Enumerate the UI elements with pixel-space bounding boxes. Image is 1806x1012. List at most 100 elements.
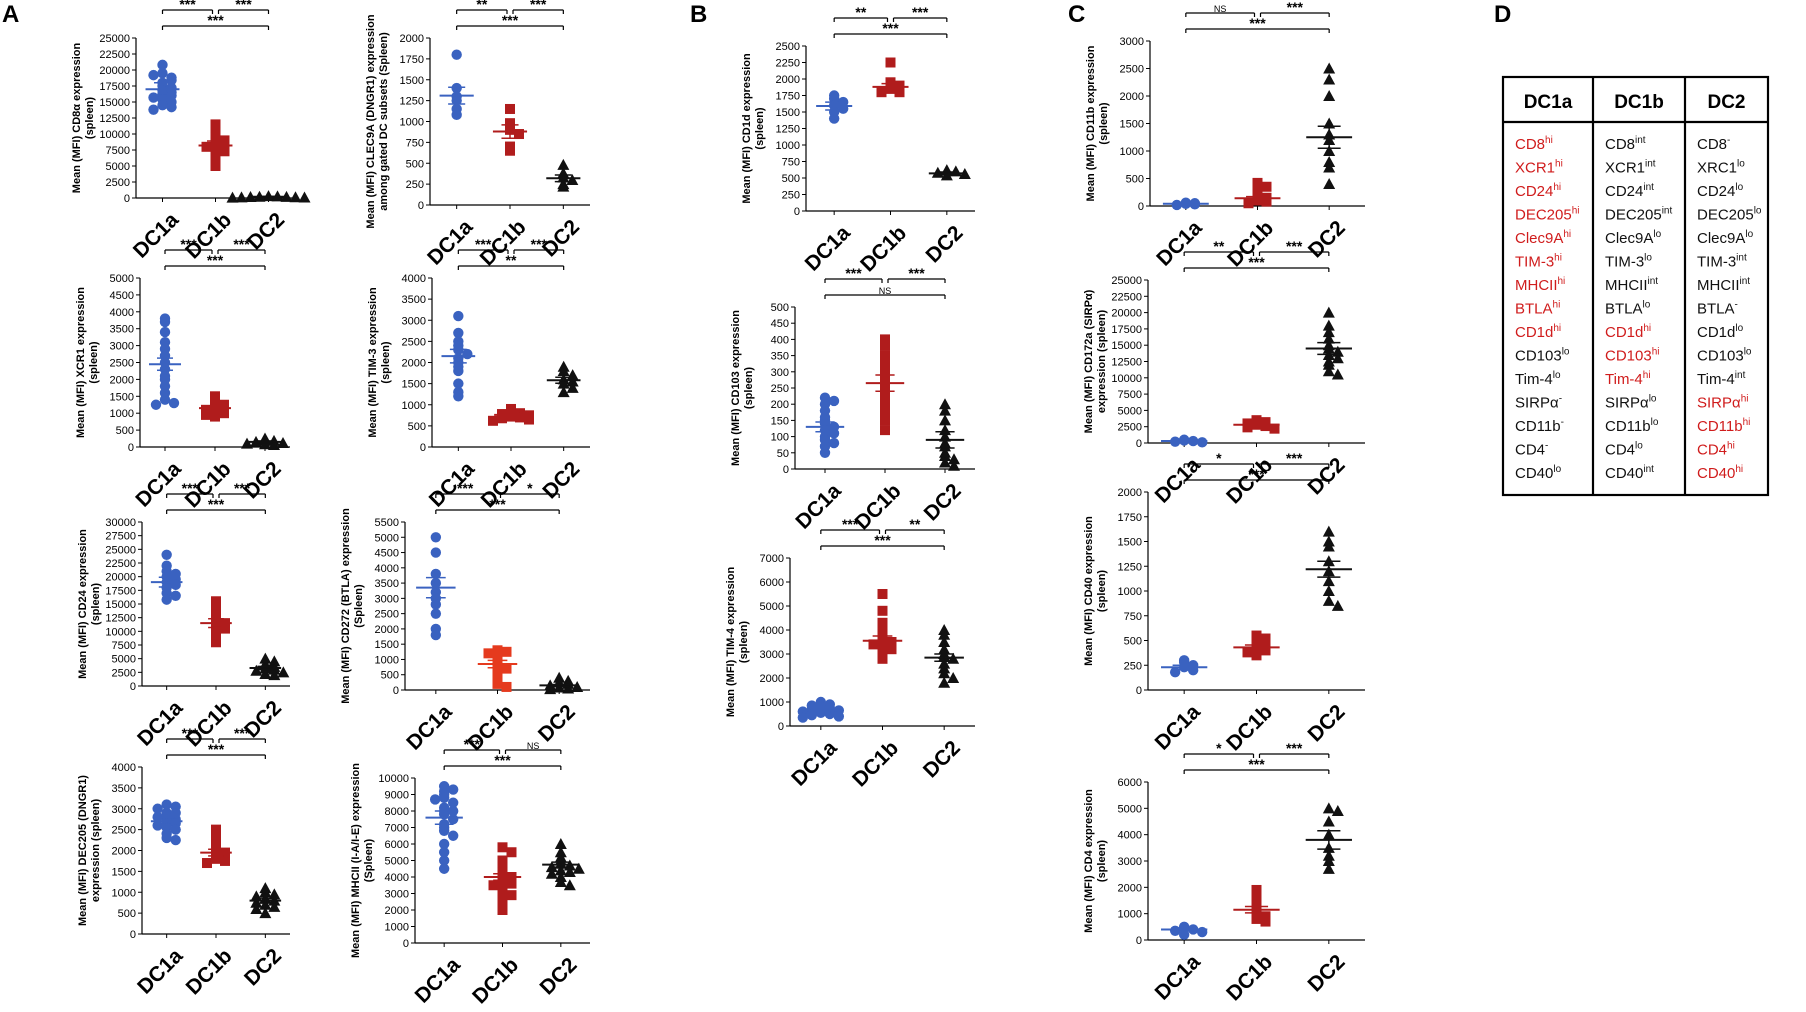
y-tick-label: 250 [771,383,789,395]
significance-label: *** [494,752,511,768]
table-cell: MHCIIint [1697,276,1750,294]
chart-c2: 0 2500 5000 7500 10000 12500 15000 17500 20000 22… [1083,238,1365,508]
y-axis-label-line: Mean (MFI) CD8α expression [71,43,83,194]
y-tick-label: 6000 [385,839,409,851]
data-point-dc2 [1322,525,1335,537]
y-axis-label-line: Mean (MFI) XCR1 expression [75,287,87,438]
data-point-dc1a [159,394,171,405]
data-point-dc2 [1322,802,1335,814]
data-point-dc2 [554,864,567,876]
y-tick-label: 6000 [1118,777,1142,789]
y-tick-label: 6000 [760,577,784,589]
y-tick-label: 3500 [402,294,426,306]
y-axis-label: Mean (MFI) CD40 expression(spleen) [1083,516,1108,666]
marker-name: Tim-4 [1605,371,1643,388]
y-axis-label-line: (Spleen) [353,584,365,628]
y-tick-label: 5000 [1118,803,1142,815]
significance-label: *** [182,725,199,741]
data-point-dc2 [1322,319,1335,331]
significance-label: *** [182,480,199,496]
expression-level: lo [1745,229,1753,240]
y-tick-label: 0 [1136,935,1142,947]
data-point-dc1b [886,644,897,655]
marker-name: DEC205 [1697,207,1754,224]
expression-level: - [1545,441,1548,452]
data-point-dc1a [453,365,464,377]
x-category-label: DC1a [1151,950,1205,1004]
y-tick-label: 3000 [402,315,426,327]
y-axis-label-line: (spleen) [88,341,100,384]
y-axis-label-line: (spleen) [743,367,755,410]
significance-label: ** [1213,238,1224,254]
y-axis-label-line: (spleen) [754,107,766,150]
data-point-dc2 [277,666,290,678]
y-tick-label: 12500 [1111,357,1142,369]
y-tick-label: 1500 [110,391,134,403]
significance-label: ** [909,516,920,532]
expression-level: hi [1553,323,1561,334]
y-tick-label: 7500 [106,145,130,157]
y-tick-label: 3000 [112,804,136,816]
x-category-label: DC1a [133,696,187,750]
marker-name: CD103 [1605,348,1652,365]
expression-level: - [1561,417,1564,428]
data-point-dc1b [877,617,888,628]
y-tick-label: 5000 [110,273,134,285]
data-point-dc1a [453,310,464,322]
x-category-label: DC1a [411,953,465,1007]
y-tick-label: 1000 [1118,909,1142,921]
data-point-dc1b [1251,884,1262,895]
data-point-dc1b [506,890,517,901]
data-point-dc1b [877,653,888,664]
y-axis-label: Mean (MFI) TIM-3 expression(spleen) [367,287,392,438]
y-axis-label: Mean (MFI) CD172a (SIRPα)expression (spl… [1083,289,1108,433]
y-tick-label: 500 [381,670,399,682]
y-tick-label: 3000 [375,593,399,605]
y-tick-label: 1000 [402,400,426,412]
chart-a8: 0 1000 2000 3000 4000 5000 6000 7000 8000 9000 100… [350,736,590,1008]
data-point-dc2 [939,404,951,416]
data-point-dc1b [1251,913,1262,924]
significance-label: *** [208,496,225,512]
y-tick-label: 5000 [1118,405,1142,417]
data-point-dc1b [201,409,211,420]
significance-label: *** [1248,466,1265,482]
y-tick-label: 250 [1124,660,1142,672]
table-cell: CD24lo [1697,182,1744,200]
data-point-dc1b [211,596,221,607]
data-point-dc2 [259,907,272,919]
y-tick-label: 3500 [110,324,134,336]
y-axis-label-line: (Spleen) [363,838,375,882]
y-axis-label: Mean (MFI) CLEC9A (DNGR1) expressionamon… [365,14,390,228]
y-tick-label: 1750 [1118,512,1142,524]
table-cell: Tim-4hi [1605,370,1651,388]
significance-label: *** [912,4,929,20]
data-point-dc1b [210,161,221,171]
marker-name: CD4 [1697,442,1727,459]
table-cell: Tim-4int [1697,370,1746,388]
data-point-dc1a [828,437,840,449]
data-point-dc2 [241,437,253,449]
data-point-dc1b [1251,630,1262,641]
data-point-dc1a [166,75,177,86]
data-point-dc1a [438,855,450,866]
y-axis-label: Mean (MFI) CD4 expression(spleen) [1083,789,1108,933]
data-point-dc2 [289,191,302,203]
x-category-label: DC2 [534,700,580,746]
y-tick-label: 17500 [105,585,136,597]
chart-c4: 0 1000 2000 3000 4000 5000 6000 DC1a DC1b DC2 Mean… [1083,740,1365,1005]
marker-name: XCR1 [1515,160,1555,177]
data-point-dc2 [1322,540,1335,552]
data-point-dc1b [505,118,515,129]
x-category-label: DC1a [1152,216,1206,270]
data-point-dc1b [497,842,508,853]
data-point-dc1b [515,412,525,423]
significance-label: *** [845,265,862,281]
marker-name: CD40 [1697,465,1735,482]
data-point-dc1b [1251,650,1262,661]
significance-label: *** [207,12,224,28]
table-cell: CD4lo [1605,441,1643,459]
data-point-dc1a [438,825,450,836]
data-point-dc2 [939,456,951,468]
